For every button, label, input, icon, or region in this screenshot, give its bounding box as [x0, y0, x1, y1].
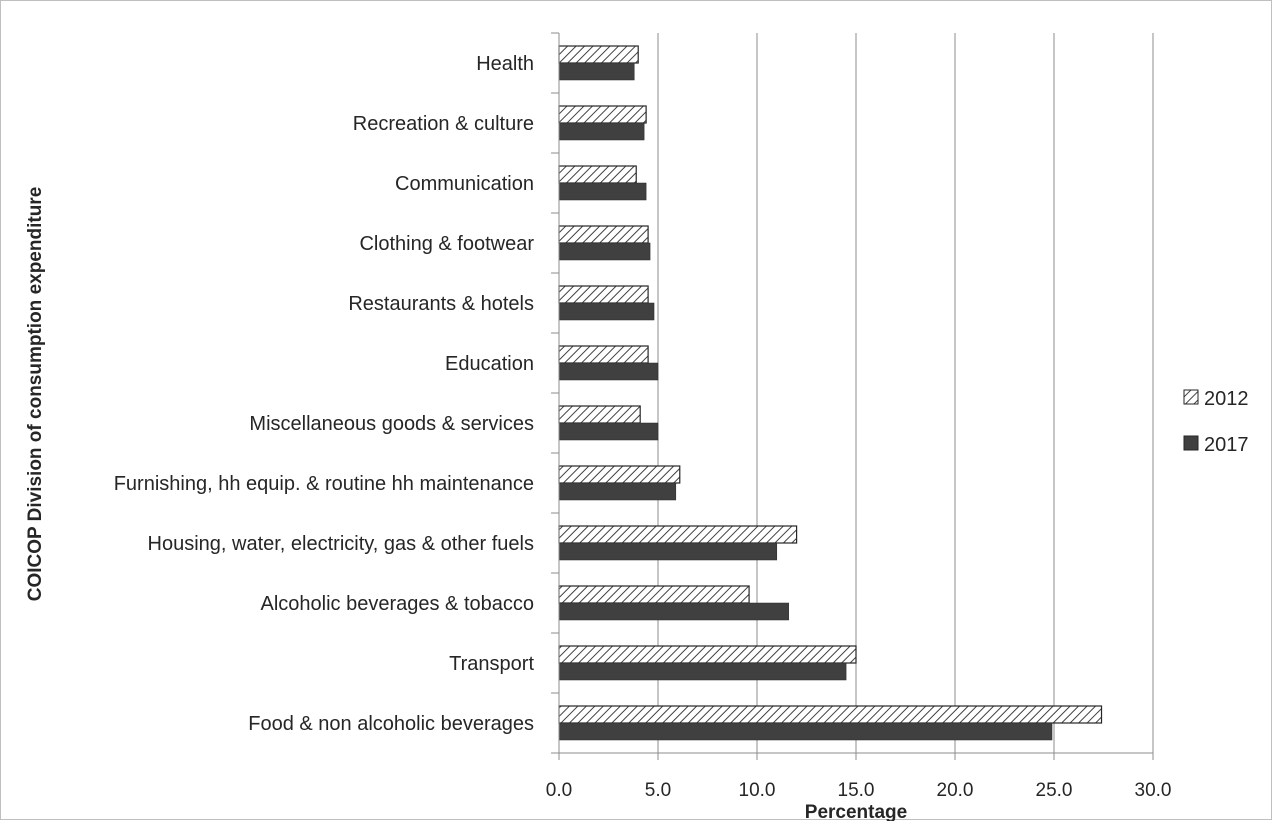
bars — [558, 45, 1103, 741]
bar-2017-10 — [558, 662, 847, 681]
category-label: Clothing & footwear — [359, 233, 534, 255]
category-label: Education — [445, 353, 534, 375]
x-axis-title: Percentage — [805, 802, 907, 821]
x-tick-label: 20.0 — [937, 780, 974, 801]
bar-2012-11 — [558, 705, 1103, 724]
tick-labels: 0.0 5.0 10.0 15.0 20.0 25.0 30.0 — [546, 780, 1172, 801]
bar-2017-4 — [558, 302, 655, 321]
legend-swatch-2017 — [1183, 435, 1199, 451]
bar-2017-5 — [558, 362, 659, 381]
bar-2017-8 — [558, 542, 778, 561]
category-label: Housing, water, electricity, gas & other… — [148, 533, 534, 555]
category-label: Food & non alcoholic beverages — [248, 713, 534, 735]
bar-2012-7 — [558, 465, 681, 484]
category-label: Restaurants & hotels — [348, 293, 534, 315]
category-label: Recreation & culture — [353, 113, 534, 135]
x-tick-label: 30.0 — [1135, 780, 1172, 801]
bar-2012-8 — [558, 525, 798, 544]
bar-2017-2 — [558, 182, 647, 201]
legend-label-2012: 2012 — [1204, 388, 1249, 410]
category-label: Transport — [449, 653, 534, 675]
bar-2012-3 — [558, 225, 649, 244]
bar-2017-0 — [558, 62, 635, 81]
legend-label-2017: 2017 — [1204, 434, 1249, 456]
bar-2012-5 — [558, 345, 649, 364]
bar-2017-1 — [558, 122, 645, 141]
bar-2017-7 — [558, 482, 677, 501]
category-label: Furnishing, hh equip. & routine hh maint… — [114, 473, 534, 495]
bar-2017-11 — [558, 722, 1053, 741]
legend-swatch-2012 — [1183, 389, 1199, 405]
bar-2017-9 — [558, 602, 789, 621]
bar-2012-0 — [558, 45, 639, 64]
grid-lines — [657, 33, 1154, 753]
category-label: Communication — [395, 173, 534, 195]
bar-2012-4 — [558, 285, 649, 304]
bar-2012-6 — [558, 405, 641, 424]
category-label: Miscellaneous goods & services — [249, 413, 534, 435]
x-tick-label: 10.0 — [739, 780, 776, 801]
legend: 2012 2017 — [1183, 388, 1249, 456]
bar-2012-1 — [558, 105, 647, 124]
axes — [551, 32, 1154, 760]
bar-2012-9 — [558, 585, 750, 604]
bar-2017-6 — [558, 422, 659, 441]
category-label: Health — [476, 53, 534, 75]
x-tick-label: 25.0 — [1036, 780, 1073, 801]
bar-2012-2 — [558, 165, 637, 184]
category-labels: Health Recreation & culture Communication C… — [114, 53, 535, 735]
x-tick-label: 0.0 — [546, 780, 572, 801]
bar-2012-10 — [558, 645, 857, 664]
x-tick-label: 15.0 — [838, 780, 875, 801]
bar-2017-3 — [558, 242, 651, 261]
y-axis-title: COICOP Division of consumption expenditu… — [25, 187, 46, 602]
x-tick-label: 5.0 — [645, 780, 671, 801]
category-label: Alcoholic beverages & tobacco — [261, 593, 535, 615]
